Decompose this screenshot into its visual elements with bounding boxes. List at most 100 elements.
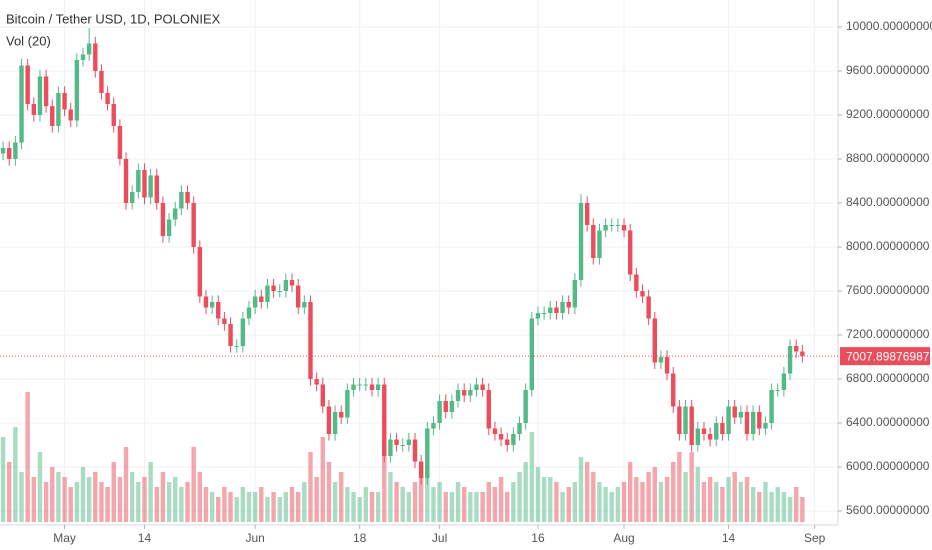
volume-layer	[0, 392, 805, 522]
volume-bar	[738, 482, 744, 522]
candle-body	[775, 390, 780, 392]
candle-body	[609, 224, 614, 226]
x-tick-label: Jul	[432, 531, 447, 545]
candle-body	[308, 301, 313, 380]
volume-bar	[209, 492, 215, 522]
candle-body	[695, 428, 701, 446]
volume-bar	[591, 472, 596, 522]
candle-body	[154, 175, 159, 203]
axes: 5600.00000000 6000.00000000 6400.00000000 6…	[0, 19, 932, 545]
volume-bar	[443, 492, 448, 522]
y-tick-label: 8000.00000000	[846, 239, 930, 253]
candle-body	[99, 70, 104, 93]
candle-body	[179, 191, 184, 209]
volume-bar	[689, 452, 694, 522]
candle-body	[541, 312, 547, 314]
volume-bar	[541, 477, 547, 522]
candle-body	[787, 346, 793, 374]
volume-bar	[627, 462, 633, 522]
candle-body	[136, 169, 141, 192]
candle-body	[677, 406, 682, 435]
volume-bar	[19, 472, 24, 522]
volume-bar	[68, 487, 73, 522]
candle-body	[0, 147, 6, 154]
volume-bar	[388, 472, 393, 522]
candle-body	[302, 301, 307, 308]
candle-body	[763, 423, 768, 429]
volume-bar	[498, 477, 504, 522]
candle-body	[62, 92, 67, 110]
candle-body	[646, 296, 651, 319]
candle-body	[277, 290, 282, 292]
volume-bar	[25, 392, 30, 522]
volume-bar	[129, 472, 135, 522]
x-tick-label: 14	[722, 531, 736, 545]
volume-bar	[369, 492, 375, 522]
candle-body	[486, 390, 491, 429]
candle-body	[714, 423, 719, 440]
candle-body	[443, 401, 448, 413]
volume-bar	[437, 482, 442, 522]
volume-bar	[732, 472, 737, 522]
candle-body	[363, 384, 369, 386]
candle-body	[345, 390, 350, 418]
candle-body	[425, 428, 430, 479]
candle-body	[572, 279, 578, 308]
candle-body	[351, 384, 356, 391]
volume-bar	[7, 462, 12, 522]
candle-body	[406, 439, 412, 446]
candle-body	[523, 390, 528, 424]
candle-body	[105, 92, 110, 104]
volume-bar	[265, 497, 270, 522]
volume-bar	[480, 492, 485, 522]
volume-bar	[726, 477, 731, 522]
volume-bar	[271, 492, 276, 522]
candle-body	[621, 224, 627, 231]
y-tick-label: 8400.00000000	[846, 195, 930, 209]
last-price-box	[840, 347, 930, 366]
volume-bar	[111, 462, 116, 522]
candle-body	[240, 318, 246, 347]
volume-bar	[173, 477, 178, 522]
volume-bar	[744, 477, 750, 522]
volume-bar	[179, 487, 184, 522]
volume-bar	[228, 492, 233, 522]
volume-bar	[197, 472, 203, 522]
candle-body	[222, 318, 227, 324]
volume-bar	[105, 487, 110, 522]
volume-bar	[621, 482, 627, 522]
candle-body	[173, 208, 178, 220]
candle-body	[529, 318, 535, 391]
candle-body	[640, 290, 645, 297]
volume-bar	[203, 487, 209, 522]
candle-body	[271, 285, 276, 291]
candle-body	[603, 224, 608, 231]
candle-body	[93, 43, 98, 71]
candle-body	[117, 125, 123, 159]
candle-body	[252, 296, 258, 308]
x-tick-label: May	[53, 531, 76, 545]
candle-body	[517, 423, 522, 435]
volume-bar	[695, 467, 701, 522]
volume-bar	[0, 437, 6, 522]
candle-body	[375, 384, 381, 391]
volume-bar	[523, 462, 528, 522]
volume-bar	[646, 472, 651, 522]
volume-bar	[99, 482, 104, 522]
volume-bar	[750, 487, 756, 522]
candle-body	[74, 59, 80, 121]
volume-bar	[148, 462, 153, 522]
volume-bar	[597, 482, 602, 522]
y-tick-label: 6000.00000000	[846, 459, 930, 473]
candle-body	[142, 169, 147, 198]
candle-body	[259, 296, 264, 302]
candle-body	[480, 384, 485, 391]
candle-body	[31, 103, 37, 115]
volume-bar	[671, 462, 676, 522]
volume-bar	[529, 432, 535, 522]
volume-bar	[714, 482, 719, 522]
candle-body	[123, 158, 129, 203]
candle-body	[283, 279, 289, 291]
candle-body	[800, 351, 805, 356]
candle-body	[412, 439, 418, 462]
